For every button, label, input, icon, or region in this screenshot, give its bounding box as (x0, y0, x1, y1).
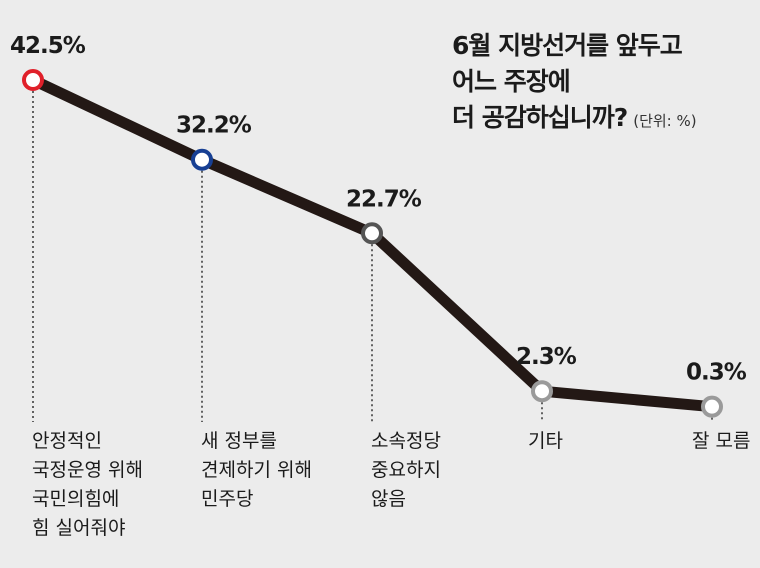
data-points (22, 69, 723, 418)
title-line-1: 6월 지방선거를 앞두고 (452, 31, 683, 60)
value-label-1: 32.2% (176, 113, 252, 139)
unit-label: (단위: %) (633, 112, 697, 130)
category-label-1-line-2: 민주당 (201, 488, 253, 510)
value-labels: 42.5% 32.2% 22.7% 2.3% 0.3% (10, 33, 748, 386)
category-label-1-line-0: 새 정부를 (201, 430, 277, 452)
data-point-0 (22, 69, 44, 91)
title-line-2: 어느 주장에 (452, 67, 571, 96)
category-label-3-line-0: 기타 (528, 430, 563, 452)
value-label-3: 2.3% (516, 344, 577, 370)
category-label-4-line-0: 잘 모름 (692, 430, 750, 452)
category-label-2-line-1: 중요하지 (371, 459, 441, 481)
data-point-2 (361, 222, 383, 245)
value-label-2: 22.7% (346, 186, 422, 212)
chart-title: 6월 지방선거를 앞두고 어느 주장에 더 공감하십니까? (단위: %) (452, 28, 697, 139)
category-label-0-line-3: 힘 실어줘야 (32, 517, 125, 539)
data-point-4 (701, 395, 723, 418)
data-point-1 (191, 148, 213, 171)
category-label-0-line-1: 국정운영 위해 (32, 459, 143, 481)
value-label-0: 42.5% (10, 33, 86, 59)
value-label-4: 0.3% (686, 360, 747, 386)
category-label-0-line-0: 안정적인 (32, 430, 102, 452)
category-label-0-line-2: 국민의힘에 (32, 488, 119, 510)
category-label-1-line-1: 견제하기 위해 (201, 459, 312, 481)
data-point-3 (531, 380, 553, 403)
category-label-3: 기타 (528, 430, 563, 452)
guide-lines (32, 91, 713, 422)
category-label-2-line-0: 소속정당 (371, 430, 441, 452)
category-label-2-line-2: 않음 (371, 488, 406, 510)
category-label-4: 잘 모름 (692, 430, 750, 452)
title-line-3: 더 공감하십니까? (452, 103, 628, 132)
